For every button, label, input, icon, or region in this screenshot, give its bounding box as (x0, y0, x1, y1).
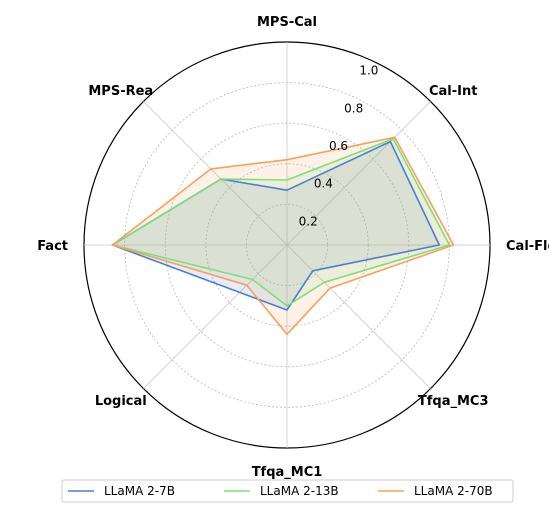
grid-spoke (286, 101, 431, 246)
legend: LLaMA 2-7B LLaMA 2-13B LLaMA 2-70B (61, 479, 514, 503)
series-line-2 (111, 136, 455, 336)
radar-grid (83, 41, 491, 449)
series-lines (111, 136, 455, 336)
axis-label: MPS-Cal (257, 15, 317, 30)
legend-label: LLaMA 2-70B (414, 484, 493, 498)
axis-label: Tfqa_MC3 (418, 394, 489, 409)
grid-spoke (143, 244, 288, 389)
grid-spoke (143, 101, 288, 246)
axis-label: MPS-Rea (88, 84, 153, 99)
grid-spoke (286, 244, 431, 389)
legend-label: LLaMA 2-7B (104, 484, 175, 498)
axis-label: Tfqa_MC1 (252, 465, 323, 480)
legend-label: LLaMA 2-13B (260, 484, 339, 498)
series-fills (112, 137, 454, 335)
r-tick-label: 0.6 (329, 139, 348, 153)
series-fill-2 (112, 137, 454, 335)
series-line-1 (111, 138, 451, 307)
radial-tick-labels: 0.2 0.4 0.6 0.8 1.0 (299, 64, 379, 229)
series-fill-0 (112, 141, 440, 310)
r-tick-label: 1.0 (359, 64, 378, 78)
axis-label: Cal-Int (429, 84, 477, 99)
axis-label: Logical (95, 394, 147, 409)
series-fill-1 (112, 138, 450, 306)
r-tick-label: 0.2 (299, 214, 318, 228)
axis-labels: MPS-Cal Cal-Int Cal-Float Tfqa_MC3 Tfqa_MC1 L… (37, 15, 549, 480)
r-tick-label: 0.4 (314, 177, 333, 191)
r-tick-label: 0.8 (344, 101, 363, 115)
legend-box (61, 479, 514, 503)
axis-label: Cal-Float (506, 239, 549, 254)
axis-label: Fact (37, 239, 68, 254)
